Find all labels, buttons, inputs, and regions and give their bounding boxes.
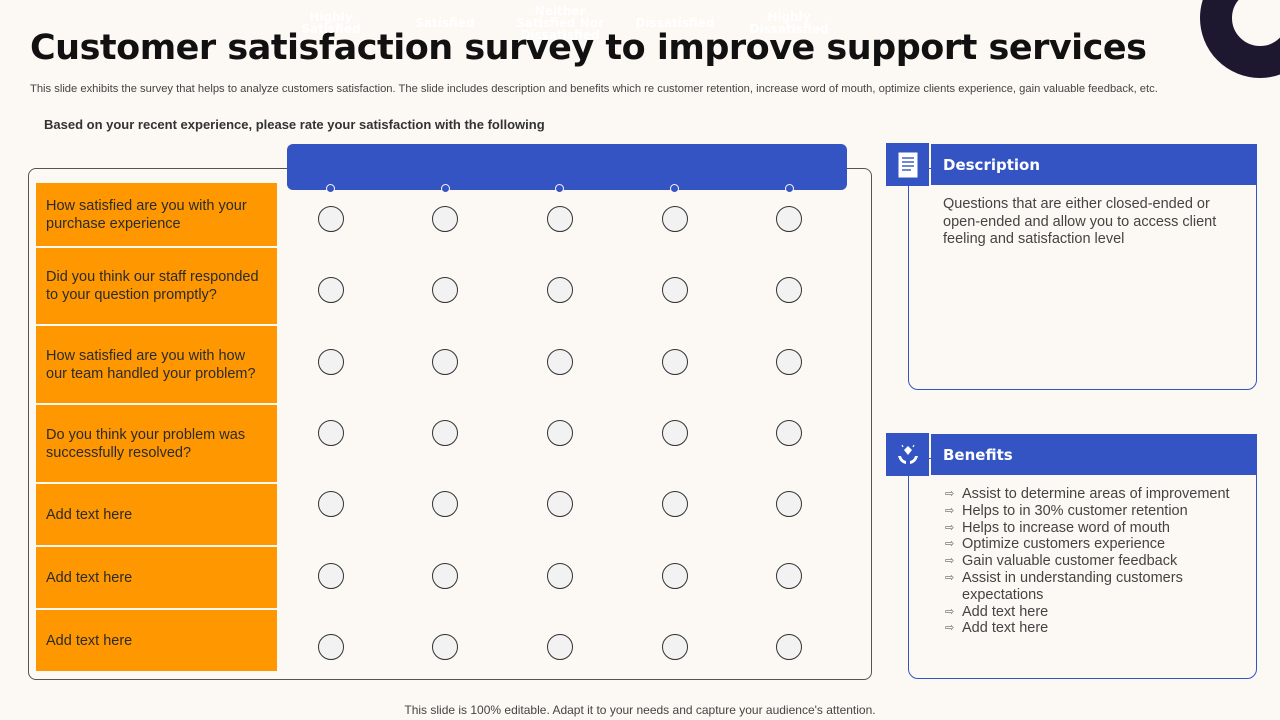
scale-dot	[670, 184, 679, 193]
benefit-item: ⇨ Add text here	[945, 603, 1049, 620]
rating-radio[interactable]	[662, 563, 688, 589]
scale-label-neutral: Neither Satisfied Nor Dissatisfied	[516, 4, 604, 42]
question-7: Add text here	[36, 610, 277, 671]
rating-radio[interactable]	[662, 277, 688, 303]
scale-label-highly-satisfied: Highly Satisfied	[301, 10, 361, 36]
page-subtitle: This slide exhibits the survey that help…	[30, 83, 1158, 95]
survey-prompt: Based on your recent experience, please …	[44, 117, 545, 132]
rating-radio[interactable]	[776, 491, 802, 517]
description-text: Questions that are either closed-ended o…	[943, 196, 1217, 247]
benefits-list: ⇨ Assist to determine areas of improvemen…	[945, 486, 1245, 637]
rating-radio[interactable]	[776, 349, 802, 375]
rating-radio[interactable]	[432, 634, 458, 660]
arrow-icon: ⇨	[945, 488, 955, 500]
question-3: How satisfied are you with how our team …	[36, 326, 277, 403]
page-title: Customer satisfaction survey to improve …	[30, 28, 1147, 68]
scale-dot	[785, 184, 794, 193]
benefit-item: ⇨ Gain valuable customer feedback	[945, 553, 1178, 570]
footer-note: This slide is 100% editable. Adapt it to…	[404, 703, 876, 717]
rating-radio[interactable]	[662, 206, 688, 232]
question-5: Add text here	[36, 484, 277, 545]
benefits-heading: Benefits	[931, 434, 1257, 475]
question-6: Add text here	[36, 547, 277, 608]
rating-radio[interactable]	[432, 349, 458, 375]
rating-radio[interactable]	[776, 420, 802, 446]
arrow-icon: ⇨	[945, 555, 955, 568]
scale-dot	[326, 184, 335, 193]
arrow-icon: ⇨	[945, 521, 955, 534]
rating-radio[interactable]	[547, 349, 573, 375]
rating-radio[interactable]	[547, 563, 573, 589]
arrow-icon: ⇨	[945, 538, 955, 551]
scale-label-highly-dissatisfied: Highly Dissatisfied	[749, 10, 829, 36]
rating-radio[interactable]	[662, 349, 688, 375]
rating-radio[interactable]	[432, 420, 458, 446]
benefit-item: ⇨ Optimize customers experience	[945, 536, 1166, 553]
rating-radio[interactable]	[662, 420, 688, 446]
benefit-item: ⇨ Helps to in 30% customer retention	[945, 502, 1188, 519]
scale-label-dissatisfied: Dissatisfied	[635, 16, 715, 30]
rating-radio[interactable]	[318, 349, 344, 375]
rating-radio[interactable]	[776, 563, 802, 589]
rating-radio[interactable]	[776, 277, 802, 303]
rating-radio[interactable]	[432, 206, 458, 232]
rating-radio[interactable]	[432, 277, 458, 303]
rating-radio[interactable]	[547, 634, 573, 660]
question-2: Did you think our staff responded to you…	[36, 248, 277, 324]
rating-radio[interactable]	[432, 491, 458, 517]
rating-radio[interactable]	[318, 634, 344, 660]
scale-dot	[555, 184, 564, 193]
arrow-icon: ⇨	[945, 571, 955, 584]
rating-radio[interactable]	[547, 206, 573, 232]
rating-radio[interactable]	[662, 491, 688, 517]
rating-radio[interactable]	[776, 206, 802, 232]
rating-radio[interactable]	[432, 563, 458, 589]
benefit-item: ⇨ Assist to determine areas of improvemen…	[945, 486, 1230, 502]
rating-radio[interactable]	[318, 277, 344, 303]
rating-radio[interactable]	[547, 491, 573, 517]
arrow-icon: ⇨	[945, 622, 955, 635]
scale-dot	[441, 184, 450, 193]
corner-logo	[1200, 0, 1280, 78]
rating-radio[interactable]	[318, 420, 344, 446]
scale-label-satisfied: Satisfied	[415, 16, 475, 30]
arrow-icon: ⇨	[945, 605, 955, 618]
benefit-item: ⇨ Assist in understanding customers expec…	[945, 569, 1183, 603]
hands-diamond-icon	[886, 433, 929, 476]
rating-radio[interactable]	[547, 277, 573, 303]
rating-radio[interactable]	[318, 491, 344, 517]
benefit-item: ⇨ Add text here	[945, 620, 1049, 637]
question-1: How satisfied are you with your purchase…	[36, 183, 277, 246]
arrow-icon: ⇨	[945, 504, 955, 517]
rating-radio[interactable]	[318, 563, 344, 589]
rating-radio[interactable]	[662, 634, 688, 660]
question-4: Do you think your problem was successful…	[36, 405, 277, 482]
rating-radio[interactable]	[776, 634, 802, 660]
rating-scale-header	[287, 144, 847, 190]
description-heading: Description	[931, 144, 1257, 185]
rating-radio[interactable]	[547, 420, 573, 446]
rating-radio[interactable]	[318, 206, 344, 232]
document-icon	[886, 143, 929, 186]
benefit-item: ⇨ Helps to increase word of mouth	[945, 519, 1170, 536]
